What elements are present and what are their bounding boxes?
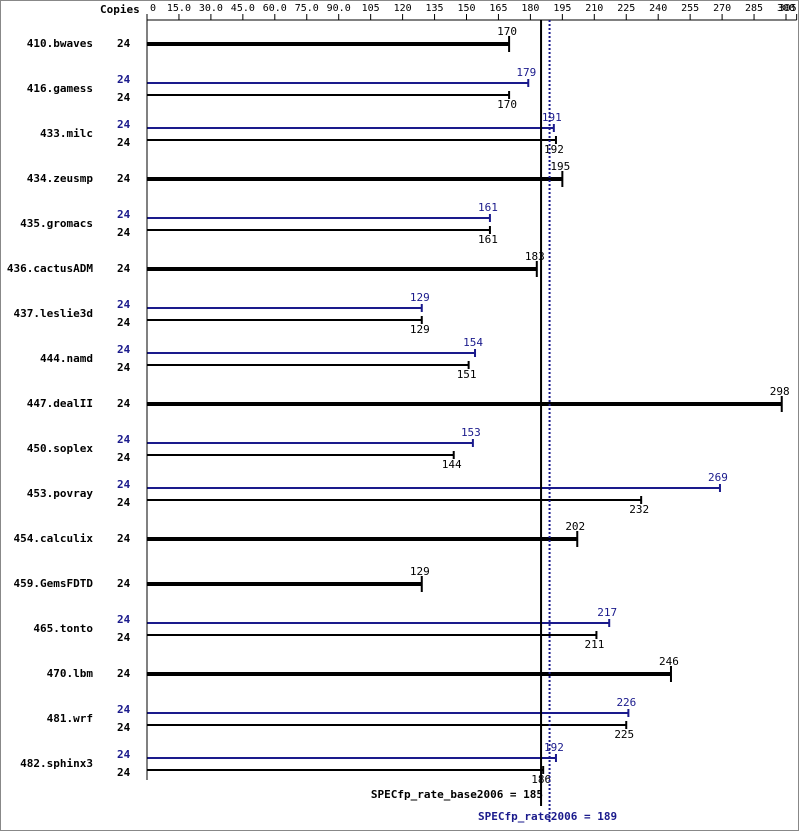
peak-metric-label: SPECfp_rate2006 = 189 — [478, 810, 617, 823]
copies: 24 — [117, 703, 131, 716]
copies: 24 — [117, 208, 131, 221]
x-tick-label: 270 — [713, 3, 731, 14]
copies: 24 — [117, 262, 131, 275]
copies: 24 — [117, 91, 131, 104]
copies: 24 — [117, 136, 131, 149]
x-tick-label: 15.0 — [167, 3, 191, 14]
copies: 24 — [117, 667, 131, 680]
value-label: 298 — [770, 385, 790, 398]
copies: 24 — [117, 478, 131, 491]
benchmark-label: 481.wrf — [47, 712, 93, 725]
benchmark-label: 454.calculix — [14, 532, 94, 545]
copies: 24 — [117, 343, 131, 356]
x-tick-label: 120 — [394, 3, 412, 14]
x-tick-label: 90.0 — [327, 3, 351, 14]
x-tick-label: 0 — [150, 3, 156, 14]
value-label: 129 — [410, 291, 430, 304]
value-label: 191 — [542, 111, 562, 124]
value-label: 183 — [525, 250, 545, 263]
x-tick-label: 195 — [553, 3, 571, 14]
copies: 24 — [117, 37, 131, 50]
benchmark-label: 453.povray — [27, 487, 94, 500]
benchmark-label: 437.leslie3d — [14, 307, 93, 320]
benchmark-label: 465.tonto — [33, 622, 93, 635]
copies: 24 — [117, 748, 131, 761]
x-tick-label: 30.0 — [199, 3, 223, 14]
copies: 24 — [117, 118, 131, 131]
value-label: 192 — [544, 143, 564, 156]
benchmark-label: 482.sphinx3 — [20, 757, 93, 770]
x-tick-label: 285 — [745, 3, 763, 14]
value-label: 151 — [457, 368, 477, 381]
x-tick-label: 75.0 — [295, 3, 319, 14]
copies: 24 — [117, 721, 131, 734]
x-tick-label: 300 — [777, 3, 795, 14]
copies: 24 — [117, 577, 131, 590]
value-label: 161 — [478, 201, 498, 214]
base-metric-label: SPECfp_rate_base2006 = 185 — [371, 788, 543, 801]
value-label: 170 — [497, 98, 517, 111]
x-tick-label: 240 — [649, 3, 667, 14]
value-label: 202 — [565, 520, 585, 533]
value-label: 232 — [629, 503, 649, 516]
benchmark-label: 416.gamess — [27, 82, 93, 95]
x-tick-label: 305 — [779, 3, 797, 14]
copies: 24 — [117, 433, 131, 446]
value-label: 179 — [516, 66, 536, 79]
copies: 24 — [117, 451, 131, 464]
copies: 24 — [117, 496, 131, 509]
copies: 24 — [117, 316, 131, 329]
value-label: 246 — [659, 655, 679, 668]
value-label: 153 — [461, 426, 481, 439]
value-label: 192 — [544, 741, 564, 754]
copies: 24 — [117, 361, 131, 374]
benchmark-label: 450.soplex — [27, 442, 94, 455]
benchmark-label: 436.cactusADM — [7, 262, 93, 275]
value-label: 144 — [442, 458, 462, 471]
value-label: 225 — [614, 728, 634, 741]
value-label: 195 — [550, 160, 570, 173]
benchmark-label: 444.namd — [40, 352, 93, 365]
x-tick-label: 255 — [681, 3, 699, 14]
value-label: 269 — [708, 471, 728, 484]
value-label: 129 — [410, 323, 430, 336]
benchmark-label: 410.bwaves — [27, 37, 93, 50]
copies: 24 — [117, 298, 131, 311]
x-tick-label: 210 — [585, 3, 603, 14]
x-tick-label: 150 — [457, 3, 475, 14]
x-tick-label: 45.0 — [231, 3, 255, 14]
value-label: 154 — [463, 336, 483, 349]
value-label: 170 — [497, 25, 517, 38]
copies: 24 — [117, 397, 131, 410]
x-tick-label: 105 — [362, 3, 380, 14]
benchmark-label: 459.GemsFDTD — [14, 577, 94, 590]
copies: 24 — [117, 226, 131, 239]
x-tick-label: 135 — [426, 3, 444, 14]
copies: 24 — [117, 532, 131, 545]
copies: 24 — [117, 613, 131, 626]
benchmark-label: 433.milc — [40, 127, 93, 140]
x-tick-label: 180 — [521, 3, 539, 14]
benchmark-label: 435.gromacs — [20, 217, 93, 230]
benchmark-label: 434.zeusmp — [27, 172, 94, 185]
x-tick-label: 225 — [617, 3, 635, 14]
value-label: 161 — [478, 233, 498, 246]
copies: 24 — [117, 766, 131, 779]
value-label: 129 — [410, 565, 430, 578]
copies: 24 — [117, 73, 131, 86]
value-label: 217 — [597, 606, 617, 619]
copies-header: Copies — [100, 3, 140, 16]
value-label: 211 — [584, 638, 604, 651]
x-tick-label: 60.0 — [263, 3, 287, 14]
benchmark-label: 470.lbm — [47, 667, 94, 680]
value-label: 226 — [616, 696, 636, 709]
benchmark-label: 447.dealII — [27, 397, 93, 410]
x-tick-label: 165 — [489, 3, 507, 14]
copies: 24 — [117, 631, 131, 644]
copies: 24 — [117, 172, 131, 185]
